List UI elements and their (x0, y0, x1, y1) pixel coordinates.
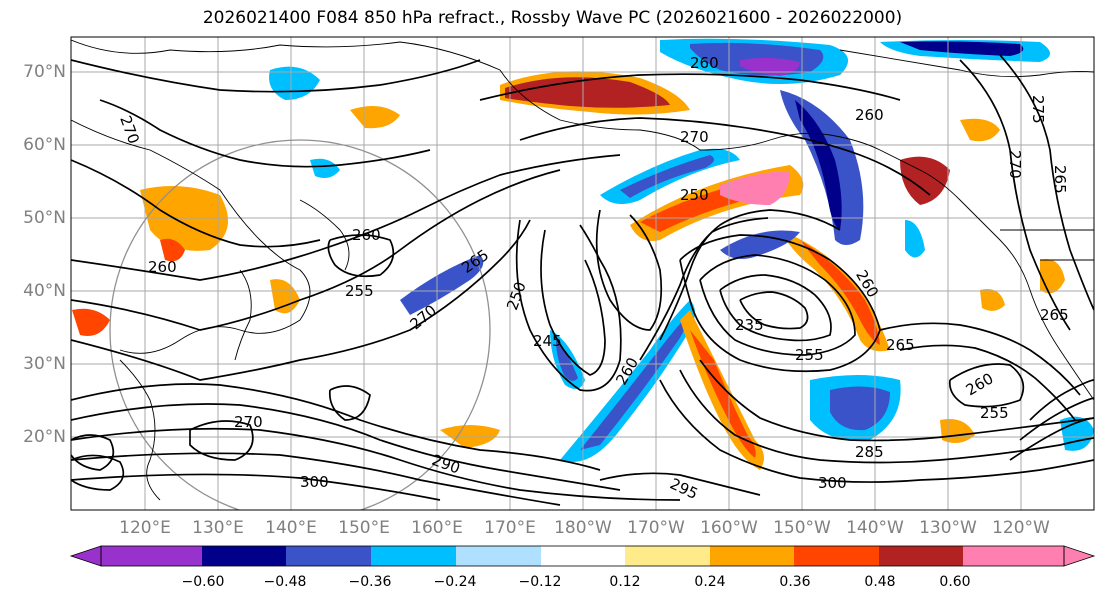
contour-label: 255 (345, 282, 374, 300)
colorbar-tick-label: 0.60 (939, 574, 971, 590)
lon-label: 170°E (484, 518, 536, 538)
contour-label: 285 (855, 443, 884, 461)
lon-label: 150°W (773, 518, 831, 538)
colorbar-tick-label: −0.60 (181, 574, 225, 590)
colorbar-tick-label: −0.48 (263, 574, 307, 590)
lon-label: 130°W (919, 518, 977, 538)
lon-label: 170°W (627, 518, 685, 538)
contour-label: 265 (886, 336, 915, 354)
contour-label: 250 (680, 186, 709, 204)
colorbar-cell (963, 546, 1064, 566)
colorbar-cell (710, 546, 794, 566)
map-title: 2026021400 F084 850 hPa refract., Rossby… (202, 8, 903, 28)
lon-label: 140°W (846, 518, 904, 538)
contour-label: 265 (1040, 306, 1069, 324)
lon-label: 120°E (119, 518, 171, 538)
colorbar-tick-label: 0.36 (779, 574, 811, 590)
contour-label: 275 (1029, 95, 1047, 124)
contour-label: 265 (1051, 165, 1069, 194)
colorbar-cell (202, 546, 286, 566)
lat-label: 30°N (23, 354, 66, 374)
contour-label: 260 (855, 106, 884, 124)
contour-label: 260 (690, 54, 719, 72)
colorbar-low-extend (69, 545, 102, 567)
lon-label: 180°W (554, 518, 612, 538)
lon-label: 160°W (700, 518, 758, 538)
colorbar-cell (371, 546, 456, 566)
contour-label: 270 (234, 413, 263, 431)
colorbar-tick-label: 0.24 (694, 574, 726, 590)
lon-label: 130°E (192, 518, 244, 538)
colorbar-cell (101, 546, 202, 566)
colorbar-high-extend (1063, 545, 1096, 567)
lon-label: 140°E (265, 518, 317, 538)
contour-label: 235 (735, 316, 764, 334)
contour-label: 260 (148, 258, 177, 276)
colorbar-tick-label: 0.48 (864, 574, 896, 590)
lon-label: 160°E (411, 518, 463, 538)
colorbar-frame (100, 545, 1065, 567)
lon-label: 150°E (338, 518, 390, 538)
contour-label: 255 (980, 404, 1009, 422)
contour-label: 270 (1006, 150, 1024, 179)
contour-label-group: 270 260 255 260 265 270 250 245 260 235 … (116, 54, 1069, 503)
colorbar-cell (625, 546, 710, 566)
colorbar-cell (286, 546, 371, 566)
colorbar-tick-label: −0.12 (518, 574, 562, 590)
lat-label: 60°N (23, 135, 66, 155)
colorbar-tick-label: −0.36 (348, 574, 392, 590)
contour-label: 260 (352, 226, 381, 244)
contour-label: 255 (795, 346, 824, 364)
colorbar-cell (879, 546, 963, 566)
lat-lon-grid (71, 37, 1094, 510)
map-frame (70, 36, 1095, 511)
reference-circle (109, 139, 491, 510)
colorbar-tick-label: −0.24 (433, 574, 477, 590)
lat-label: 20°N (23, 427, 66, 447)
lat-label: 50°N (23, 208, 66, 228)
contour-label: 300 (300, 473, 329, 491)
contour-label: 300 (818, 474, 847, 492)
colorbar-cell (794, 546, 879, 566)
colorbar-cell (541, 546, 625, 566)
contour-lines (71, 54, 1094, 506)
lat-label: 40°N (23, 281, 66, 301)
contour-label: 270 (680, 128, 709, 146)
colorbar-cell (456, 546, 541, 566)
contour-label: 245 (533, 332, 562, 350)
colorbar-tick-label: 0.12 (609, 574, 641, 590)
lat-label: 70°N (23, 62, 66, 82)
lon-label: 120°W (992, 518, 1050, 538)
